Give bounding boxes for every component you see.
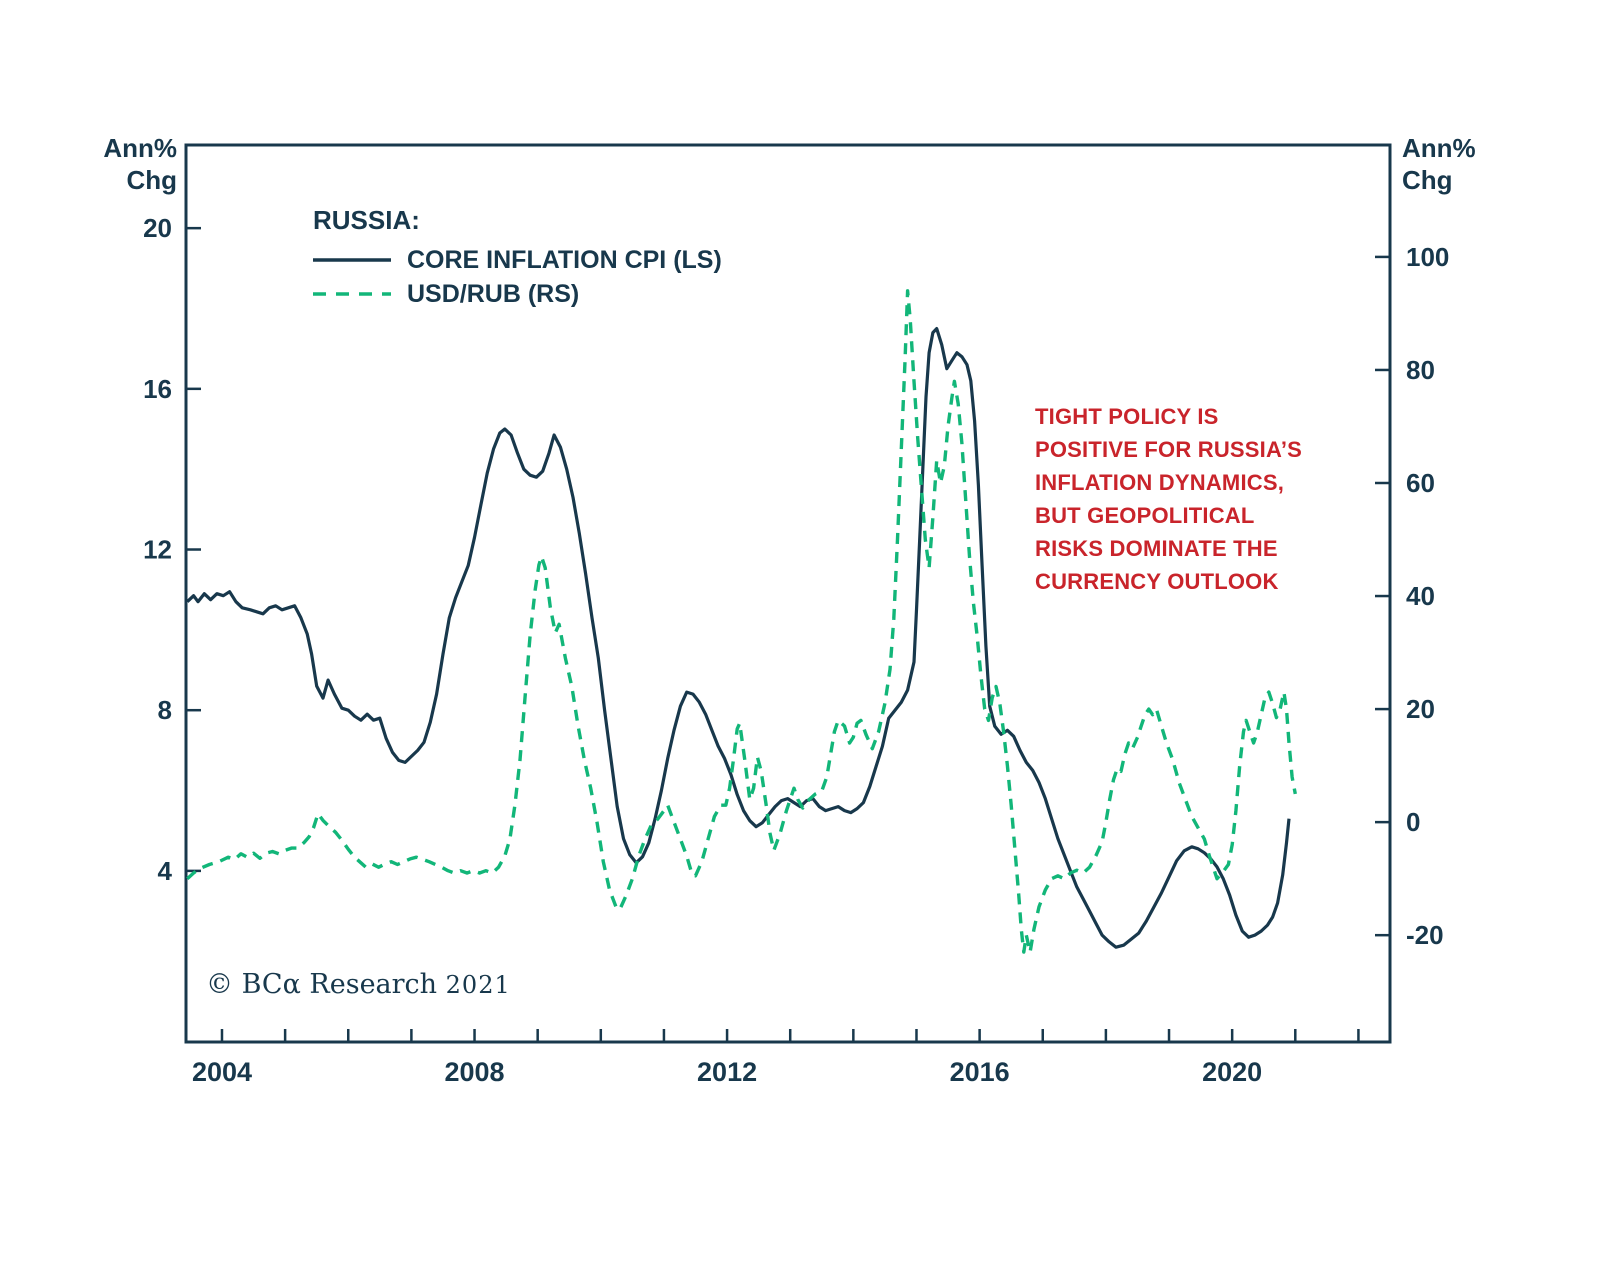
legend: RUSSIA: CORE INFLATION CPI (LS) USD/RUB … — [313, 205, 722, 311]
annotation-line: RISKS DOMINATE THE — [1035, 536, 1278, 561]
series-line-usdrub — [186, 289, 1297, 954]
left-axis-tick-label: 16 — [143, 374, 172, 404]
x-axis-tick-label: 2004 — [192, 1057, 252, 1087]
legend-label-cpi: CORE INFLATION CPI (LS) — [407, 245, 722, 274]
annotation-line: TIGHT POLICY IS — [1035, 404, 1219, 429]
series-line-core-cpi — [186, 327, 1291, 949]
annotation-line: CURRENCY OUTLOOK — [1035, 569, 1279, 594]
x-axis-tick-label: 2016 — [950, 1057, 1010, 1087]
right-axis-tick-label: -20 — [1406, 920, 1444, 950]
solid-line-sample-icon — [313, 256, 391, 264]
legend-label-usdrub: USD/RUB (RS) — [407, 279, 580, 308]
right-axis-tick-label: 0 — [1406, 807, 1420, 837]
right-axis-title-line1: Ann% — [1402, 133, 1476, 163]
right-axis-tick-label: 60 — [1406, 468, 1435, 498]
legend-title: RUSSIA: — [313, 205, 420, 235]
left-axis-tick-label: 12 — [143, 535, 172, 565]
annotation-line: INFLATION DYNAMICS, — [1035, 470, 1285, 495]
right-axis-tick-label: 40 — [1406, 581, 1435, 611]
right-axis-tick-label: 20 — [1406, 694, 1435, 724]
left-axis-title-line2: Chg — [126, 165, 177, 195]
left-axis-title: Ann% Chg — [95, 132, 177, 196]
left-axis-tick-label: 4 — [158, 856, 173, 886]
left-axis-tick-label: 8 — [158, 695, 172, 725]
x-axis-tick-label: 2020 — [1202, 1057, 1262, 1087]
right-axis-title-line2: Chg — [1402, 165, 1453, 195]
copyright-year: 2021 — [445, 971, 511, 999]
annotation-text: TIGHT POLICY IS POSITIVE FOR RUSSIA’S IN… — [1035, 400, 1365, 598]
copyright-text: © BCα Research — [206, 969, 438, 1000]
left-axis-tick-label: 20 — [143, 213, 172, 243]
legend-row-usdrub: USD/RUB (RS) — [313, 277, 722, 311]
annotation-line: POSITIVE FOR RUSSIA’S — [1035, 437, 1303, 462]
annotation-line: BUT GEOPOLITICAL — [1035, 503, 1255, 528]
x-axis-tick-label: 2012 — [697, 1057, 757, 1087]
legend-row-cpi: CORE INFLATION CPI (LS) — [313, 243, 722, 277]
x-axis-tick-label: 2008 — [444, 1057, 504, 1087]
left-axis-title-line1: Ann% — [103, 133, 177, 163]
right-axis-tick-label: 80 — [1406, 355, 1435, 385]
dashed-line-sample-icon — [313, 290, 391, 298]
right-axis-title: Ann% Chg — [1402, 132, 1476, 196]
copyright-notice: © BCα Research 2021 — [206, 969, 511, 1000]
right-axis-tick-label: 100 — [1406, 242, 1449, 272]
plot-border — [184, 143, 1392, 1044]
